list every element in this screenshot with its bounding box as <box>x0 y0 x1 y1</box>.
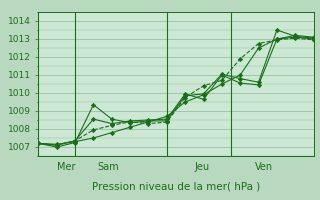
Text: Sam: Sam <box>97 162 119 172</box>
Text: Mer: Mer <box>57 162 75 172</box>
Text: Jeu: Jeu <box>194 162 210 172</box>
Text: Pression niveau de la mer( hPa ): Pression niveau de la mer( hPa ) <box>92 182 260 192</box>
Text: Ven: Ven <box>255 162 273 172</box>
